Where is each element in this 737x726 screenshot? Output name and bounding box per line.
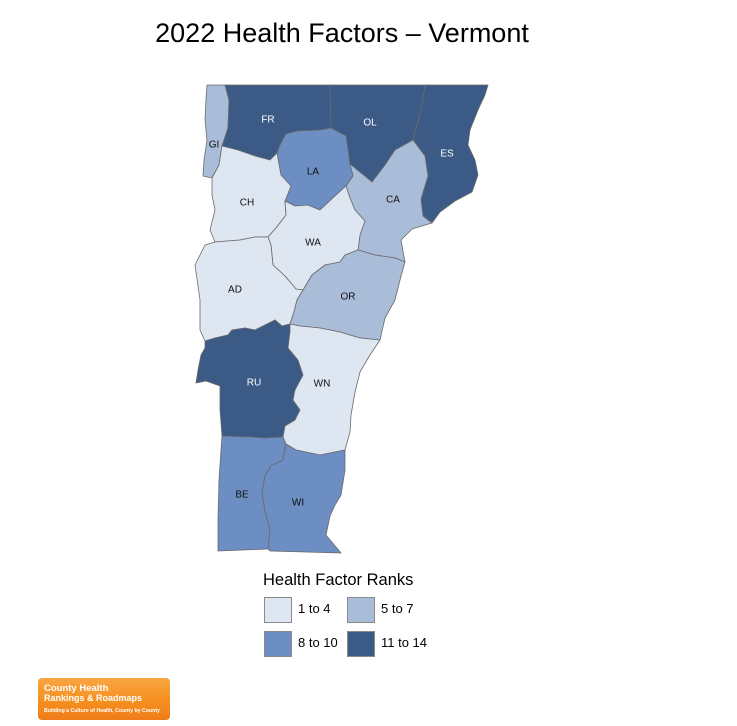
- legend-label-1-to-4: 1 to 4: [298, 601, 331, 616]
- county-label-ru: RU: [247, 378, 261, 389]
- county-labels: GI FR OL ES LA CH CA WA AD OR RU WN BE W…: [209, 115, 454, 509]
- county-label-wn: WN: [314, 379, 331, 390]
- county-label-es: ES: [440, 149, 454, 160]
- county-health-rankings-logo: County Health Rankings & Roadmaps Buildi…: [38, 678, 170, 720]
- legend-label-8-to-10: 8 to 10: [298, 635, 338, 650]
- legend-swatch-11-to-14: [347, 631, 375, 657]
- legend-label-11-to-14: 11 to 14: [381, 635, 428, 650]
- county-label-ol: OL: [363, 118, 377, 129]
- county-label-wa: WA: [305, 238, 321, 249]
- map-legend: Health Factor Ranks 1 to 4 5 to 7 8 to 1…: [262, 570, 462, 660]
- legend-swatch-1-to-4: [264, 597, 292, 623]
- county-wi: [261, 443, 346, 554]
- map-title: 2022 Health Factors – Vermont: [155, 18, 529, 48]
- county-label-ch: CH: [240, 198, 254, 209]
- county-label-fr: FR: [261, 115, 274, 126]
- logo-line-1: County Health: [44, 683, 109, 694]
- legend-swatch-5-to-7: [347, 597, 375, 623]
- county-label-la: LA: [307, 167, 320, 178]
- vermont-county-map: GI FR OL ES LA CH CA WA AD OR RU WN BE W…: [194, 84, 489, 554]
- county-label-or: OR: [341, 292, 356, 303]
- county-label-ca: CA: [386, 195, 400, 206]
- legend-title: Health Factor Ranks: [263, 571, 414, 589]
- county-label-wi: WI: [292, 498, 304, 509]
- county-label-ad: AD: [228, 285, 242, 296]
- logo-line-2: Rankings & Roadmaps: [44, 693, 143, 703]
- legend-label-5-to-7: 5 to 7: [381, 601, 414, 616]
- logo-tagline: Building a Culture of Health, County by …: [44, 708, 160, 714]
- county-label-gi: GI: [209, 140, 220, 151]
- county-wn: [282, 323, 381, 456]
- county-shapes: [194, 84, 489, 554]
- legend-swatch-8-to-10: [264, 631, 292, 657]
- county-label-be: BE: [235, 490, 249, 501]
